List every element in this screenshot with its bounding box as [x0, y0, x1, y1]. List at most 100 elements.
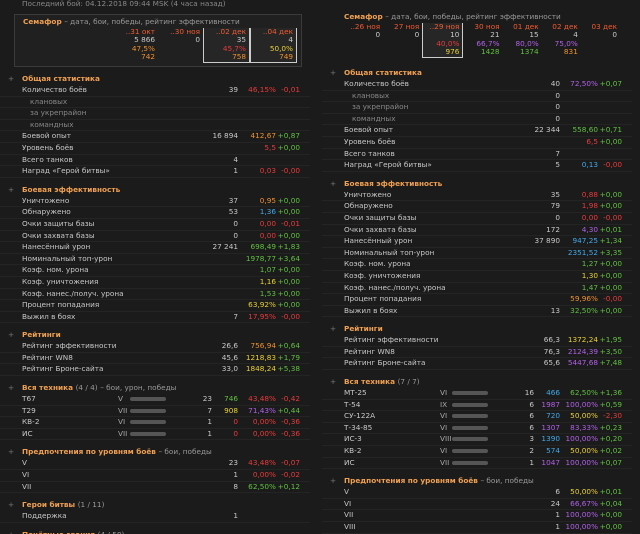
row-delta: +0,00	[599, 201, 622, 211]
stat-row: Коэф. нанес./получ. урона 1,47 +0,00	[322, 283, 632, 295]
tank-name: T29	[22, 405, 36, 415]
tank-damage: 0	[233, 417, 238, 427]
stat-row: Выжил в боях 13 32,50% +0,00	[322, 306, 632, 318]
column-date: 27 ноя	[394, 22, 420, 31]
stat-row: Уничтожено 35 0,88 +0,00	[322, 190, 632, 202]
tank-delta: +0,20	[599, 434, 622, 444]
stat-row: Рейтинг WN8 76,3 2124,39 +3,50	[322, 347, 632, 359]
row-count: 39	[228, 85, 238, 94]
semafor: Семафор – дата, бои, победы, рейтинг эфф…	[14, 14, 302, 67]
row-value: 50,00%	[570, 487, 598, 497]
stat-row: ИС VII 1 0 0,00% -0,36	[0, 429, 310, 441]
row-value: 0,00	[259, 218, 276, 228]
column-battles: 21	[490, 30, 500, 40]
tank-tier: VII	[118, 428, 128, 438]
row-label: Боевой опыт	[344, 125, 394, 135]
row-value: 1,16	[259, 276, 276, 286]
row-label: Выжил в боях	[22, 311, 76, 321]
section-title: Предпочтения по уровням боёв – бои, побе…	[322, 475, 632, 487]
stat-row: Рейтинг эффективности 26,6 756,94 +0,64	[0, 341, 310, 353]
row-count: 0	[555, 90, 560, 100]
row-count: 40	[550, 79, 560, 88]
stat-row: Выжил в боях 7 17,95% -0,00	[0, 312, 310, 324]
row-count: 1	[233, 470, 238, 480]
row-label: клановых	[30, 96, 68, 106]
row-count: 1	[555, 510, 560, 520]
row-label: Уровень боёв	[344, 136, 396, 146]
tank-icon	[452, 449, 488, 454]
stat-row: Очки захвата базы 172 4,30 +0,01	[322, 225, 632, 237]
column-rating: 831	[563, 47, 578, 57]
column-battles: 4	[288, 35, 293, 45]
tank-battles: 6	[529, 411, 534, 421]
tank-damage: 1047	[541, 457, 560, 467]
tank-winrate: 43,48%	[248, 394, 276, 404]
row-delta: +1,83	[277, 242, 300, 252]
stat-row: Обнаружено 53 1,36 +0,00	[0, 207, 310, 219]
row-count: 1	[555, 522, 560, 531]
row-value: 0,95	[259, 195, 276, 205]
tank-battles: 2	[529, 446, 534, 456]
stat-row: VII 8 62,50% +0,12	[0, 482, 310, 494]
stat-row: VI 1 0,00% -0,02	[0, 470, 310, 482]
stat-row: Коэф. ном. урона 1,07 +0,00	[0, 265, 310, 277]
row-delta: +0,00	[599, 189, 622, 199]
row-value: 0,13	[581, 160, 598, 170]
semafor-column: ..31 окт 5 866 47,5% 742	[113, 27, 158, 63]
row-label: Номинальный топ-урон	[344, 247, 435, 257]
row-label: Очки захвата базы	[22, 230, 95, 240]
row-value: 5447,68	[567, 358, 598, 368]
row-value: 32,50%	[570, 305, 598, 315]
stat-row: Количество боёв 39 46,15% -0,01	[0, 85, 310, 97]
stat-row: T67 V 23 746 43,48% -0,42	[0, 394, 310, 406]
column-battles: 15	[529, 30, 539, 40]
tank-winrate: 50,00%	[570, 411, 598, 421]
stat-row: Т-34-85 VI 6 1307 83,33% +0,23	[322, 423, 632, 435]
row-label: Рейтинг Броне-сайта	[344, 358, 426, 368]
semafor-column: 02 дек 4 75,0% 831	[542, 22, 581, 58]
row-label: V	[344, 487, 349, 497]
row-value: 756,94	[250, 341, 276, 351]
section: Почётные звания (4 / 58)Надёжный боевой …	[0, 529, 310, 534]
stat-row: T29 VII 7 908 71,43% +0,44	[0, 406, 310, 418]
column-battles: 5 866	[134, 35, 155, 45]
row-count: 22 344	[534, 125, 560, 135]
row-delta: -0,00	[603, 160, 622, 170]
row-label: Коэф. ном. урона	[344, 259, 411, 269]
tank-tier: VI	[118, 417, 126, 427]
row-count: 76,3	[543, 346, 560, 356]
semafor-column: 30 ноя 21 66,7% 1428	[463, 22, 502, 58]
tank-battles: 6	[529, 422, 534, 432]
row-delta: -0,00	[281, 311, 300, 321]
row-value: 0,03	[259, 166, 276, 176]
tank-damage: 720	[546, 411, 560, 421]
row-label: Обнаружено	[344, 201, 393, 211]
column-battles: 10	[450, 30, 460, 40]
tank-delta: -2,30	[603, 411, 622, 421]
row-label: Рейтинг WN8	[22, 352, 73, 362]
stat-row: СУ-122А VI 6 720 50,00% -2,30	[322, 411, 632, 423]
row-count: 1	[233, 511, 238, 521]
row-delta: +0,00	[277, 207, 300, 217]
column-date: 03 дек	[591, 22, 617, 31]
column-battles: 0	[195, 35, 200, 45]
column-battles: 4	[573, 30, 578, 40]
tank-name: ИС-3	[344, 434, 362, 444]
tank-icon	[130, 397, 166, 402]
section: Вся техника (7 / 7)МТ-25VI1646662,50%+1,…	[322, 376, 632, 470]
column-battles: 0	[612, 30, 617, 40]
row-label: Уровень боёв	[22, 142, 74, 152]
stat-row: МТ-25 VI 16 466 62,50% +1,36	[322, 388, 632, 400]
stat-row: Коэф. нанес./получ. урона 1,53 +0,00	[0, 289, 310, 301]
tank-tier: VI	[440, 422, 448, 432]
stat-row: Рейтинг Броне-сайта 33,0 1848,24 +5,38	[0, 364, 310, 377]
row-label: Обнаружено	[22, 207, 71, 217]
row-label: Коэф. нанес./получ. урона	[344, 282, 446, 292]
semafor-column: ..29 ноя 10 40,0% 976	[422, 22, 464, 58]
row-delta: +0,00	[277, 288, 300, 298]
tank-battles: 3	[529, 434, 534, 444]
row-delta: -0,01	[281, 218, 300, 228]
stat-row: Поддержка 1	[0, 511, 310, 523]
row-delta: +0,01	[599, 224, 622, 234]
